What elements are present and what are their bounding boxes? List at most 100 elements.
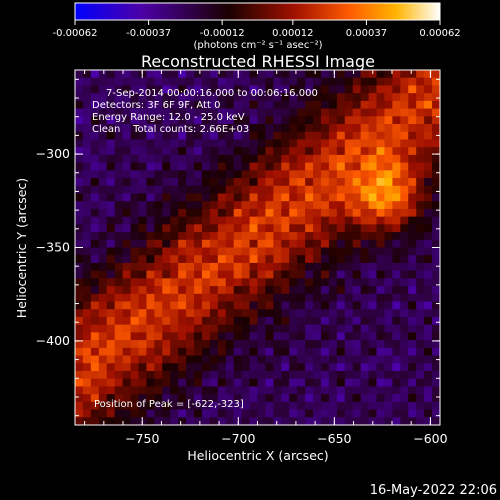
heatmap-cell: [297, 340, 306, 349]
heatmap-cell: [360, 316, 370, 326]
heatmap-cell: [75, 147, 84, 156]
heatmap-cell: [313, 239, 322, 249]
heatmap-cell: [352, 131, 362, 141]
heatmap-cell: [75, 208, 84, 218]
heatmap-cell: [376, 270, 386, 279]
heatmap-cell: [122, 355, 132, 364]
heatmap-cell: [392, 224, 401, 233]
heatmap-cell: [75, 93, 84, 102]
heatmap-cell: [416, 201, 425, 210]
heatmap-cell: [82, 93, 92, 102]
heatmap-cell: [297, 409, 306, 418]
heatmap-cell: [241, 232, 251, 241]
heatmap-cell: [384, 378, 393, 388]
heatmap-cell: [178, 232, 187, 241]
heatmap-cell: [408, 355, 417, 364]
heatmap-cell: [289, 108, 298, 117]
heatmap-cell: [432, 309, 440, 318]
heatmap-cell: [416, 193, 425, 202]
heatmap-cell: [360, 363, 370, 372]
heatmap-cell: [146, 332, 155, 341]
heatmap-cell: [82, 162, 92, 171]
heatmap-cell: [424, 340, 433, 349]
heatmap-cell: [154, 224, 163, 233]
heatmap-cell: [106, 340, 116, 349]
heatmap-cell: [320, 255, 330, 264]
heatmap-cell: [106, 363, 116, 372]
heatmap-cell: [336, 293, 346, 303]
heatmap-cell: [368, 93, 378, 102]
heatmap-cell: [90, 108, 100, 117]
heatmap-cell: [146, 324, 155, 333]
heatmap-cell: [344, 363, 354, 372]
heatmap-cell: [408, 386, 417, 395]
heatmap-cell: [360, 309, 370, 318]
heatmap-cell: [217, 378, 227, 388]
heatmap-cell: [313, 286, 322, 295]
heatmap-cell: [106, 401, 116, 411]
heatmap-cell: [289, 193, 298, 202]
y-axis-ticks: −300−350−400: [36, 78, 440, 417]
heatmap-cell: [154, 340, 163, 349]
heatmap-cell: [432, 262, 440, 272]
heatmap-cell: [82, 239, 92, 249]
heatmap-cell: [408, 417, 417, 425]
heatmap-cell: [75, 70, 84, 79]
heatmap-cell: [75, 309, 84, 318]
heatmap-cell: [217, 286, 227, 295]
heatmap-cell: [273, 347, 282, 357]
heatmap-cell: [241, 139, 251, 148]
heatmap-cell: [194, 193, 203, 202]
heatmap-cell: [408, 316, 417, 326]
heatmap-cell: [281, 316, 290, 326]
heatmap-cell: [217, 370, 227, 380]
heatmap-cell: [297, 216, 306, 225]
heatmap-cell: [90, 154, 100, 164]
heatmap-cell: [170, 293, 179, 303]
heatmap-cell: [408, 293, 417, 303]
heatmap-cell: [154, 170, 163, 179]
heatmap-cell: [209, 154, 219, 164]
heatmap-cell: [162, 301, 171, 310]
heatmap-cell: [90, 262, 100, 272]
heatmap-cell: [305, 139, 314, 148]
heatmap-cell: [344, 193, 354, 202]
heatmap-cell: [241, 185, 251, 195]
heatmap-cell: [241, 255, 251, 264]
heatmap-cell: [138, 139, 148, 148]
heatmap-cell: [336, 278, 346, 287]
heatmap-cell: [201, 378, 211, 388]
heatmap-cell: [368, 162, 378, 171]
heatmap-cell: [122, 347, 132, 357]
heatmap-cell: [241, 363, 251, 372]
heatmap-cell: [217, 193, 227, 202]
heatmap-cell: [241, 93, 251, 102]
heatmap-cell: [225, 239, 235, 249]
heatmap-cell: [146, 239, 155, 249]
heatmap-cell: [336, 162, 346, 171]
heatmap-cell: [313, 394, 322, 403]
heatmap-cell: [257, 286, 267, 295]
heatmap-cell: [305, 301, 314, 310]
heatmap-cell: [138, 239, 148, 249]
heatmap-cell: [320, 247, 330, 256]
heatmap-cell: [130, 401, 140, 411]
heatmap-cell: [138, 378, 148, 388]
heatmap-cell: [170, 170, 179, 179]
heatmap-cell: [106, 247, 116, 256]
heatmap-cell: [201, 100, 211, 110]
heatmap-cell: [257, 216, 267, 225]
heatmap-cell: [82, 309, 92, 318]
heatmap-cell: [241, 270, 251, 279]
heatmap-cell: [265, 293, 274, 303]
heatmap-cell: [162, 116, 171, 125]
heatmap-cell: [162, 255, 171, 264]
heatmap-cell: [424, 108, 433, 117]
heatmap-cell: [201, 332, 211, 341]
heatmap-cell: [114, 278, 124, 287]
heatmap-cell: [154, 363, 163, 372]
heatmap-cell: [320, 147, 330, 156]
heatmap-cell: [344, 154, 354, 164]
heatmap-cell: [90, 116, 100, 125]
heatmap-cell: [154, 394, 163, 403]
